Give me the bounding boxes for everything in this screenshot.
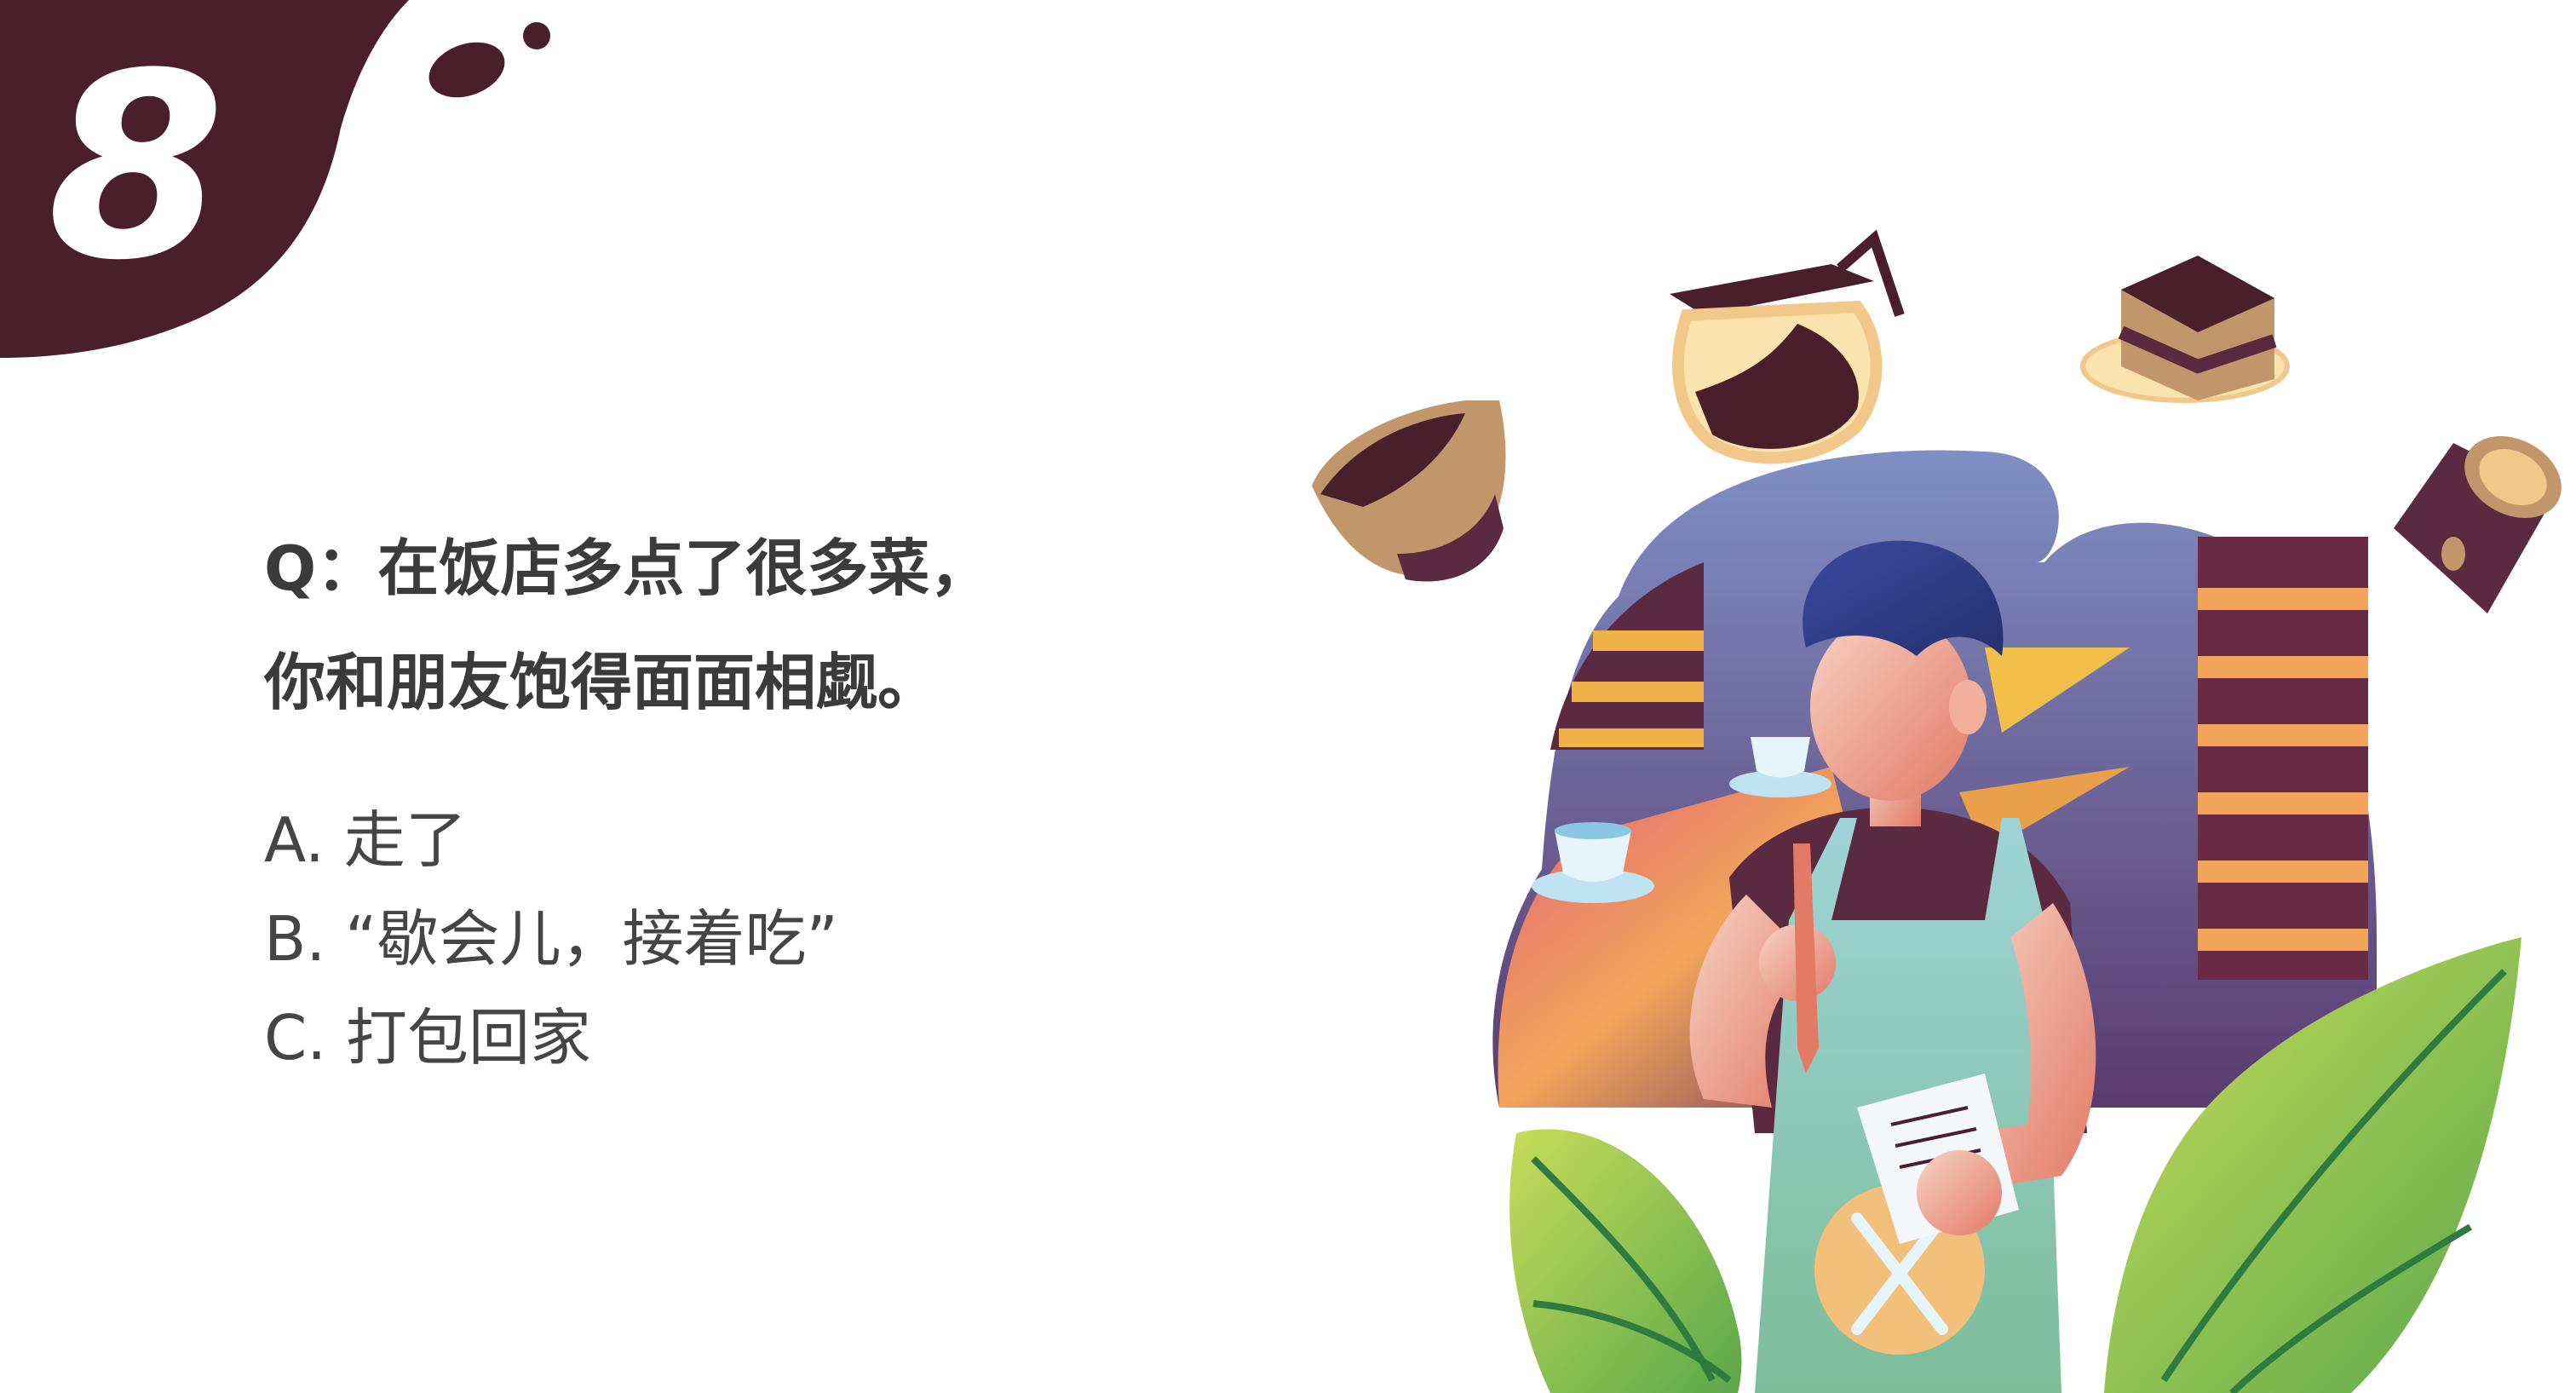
waiter-figure (1689, 540, 2096, 1393)
question-text: Q：在饭店多点了很多菜， 你和朋友饱得面面相觑。 (264, 511, 1329, 740)
teacup-back (1729, 737, 1831, 797)
question-line-2: 你和朋友饱得面面相觑。 (264, 647, 940, 718)
splash-drop-small (523, 22, 550, 49)
corner-blob (0, 0, 409, 358)
answer-options: A. 走了 B. “歇会儿，接着吃” C. 打包回家 (264, 791, 1329, 1087)
cake-slice-icon (2080, 256, 2290, 403)
quiz-card: Q：在饭店多点了很多菜， 你和朋友饱得面面相觑。 A. 走了 B. “歇会儿，接… (264, 511, 1329, 1087)
teacup-left (1532, 822, 1654, 903)
coffee-pot-icon (1670, 229, 1905, 464)
waiter-illustration (1312, 229, 2562, 1393)
awning-right (2198, 537, 2368, 980)
question-line-1: Q：在饭店多点了很多菜， (264, 532, 992, 604)
option-c[interactable]: C. 打包回家 (264, 1002, 592, 1074)
option-b[interactable]: B. “歇会儿，接着吃” (264, 903, 838, 975)
splash-drop-large (428, 42, 505, 98)
pencil (1793, 843, 1819, 1074)
badge-number: 8 (48, 19, 226, 316)
coffee-bowl-icon (1312, 400, 1506, 582)
coffee-cup-icon (2394, 436, 2562, 613)
leaf-left (1509, 1129, 1742, 1393)
option-a[interactable]: A. 走了 (264, 804, 467, 876)
leaf-right (2104, 937, 2521, 1393)
awning-left (1550, 562, 1704, 750)
number-badge: 8 (0, 0, 550, 358)
